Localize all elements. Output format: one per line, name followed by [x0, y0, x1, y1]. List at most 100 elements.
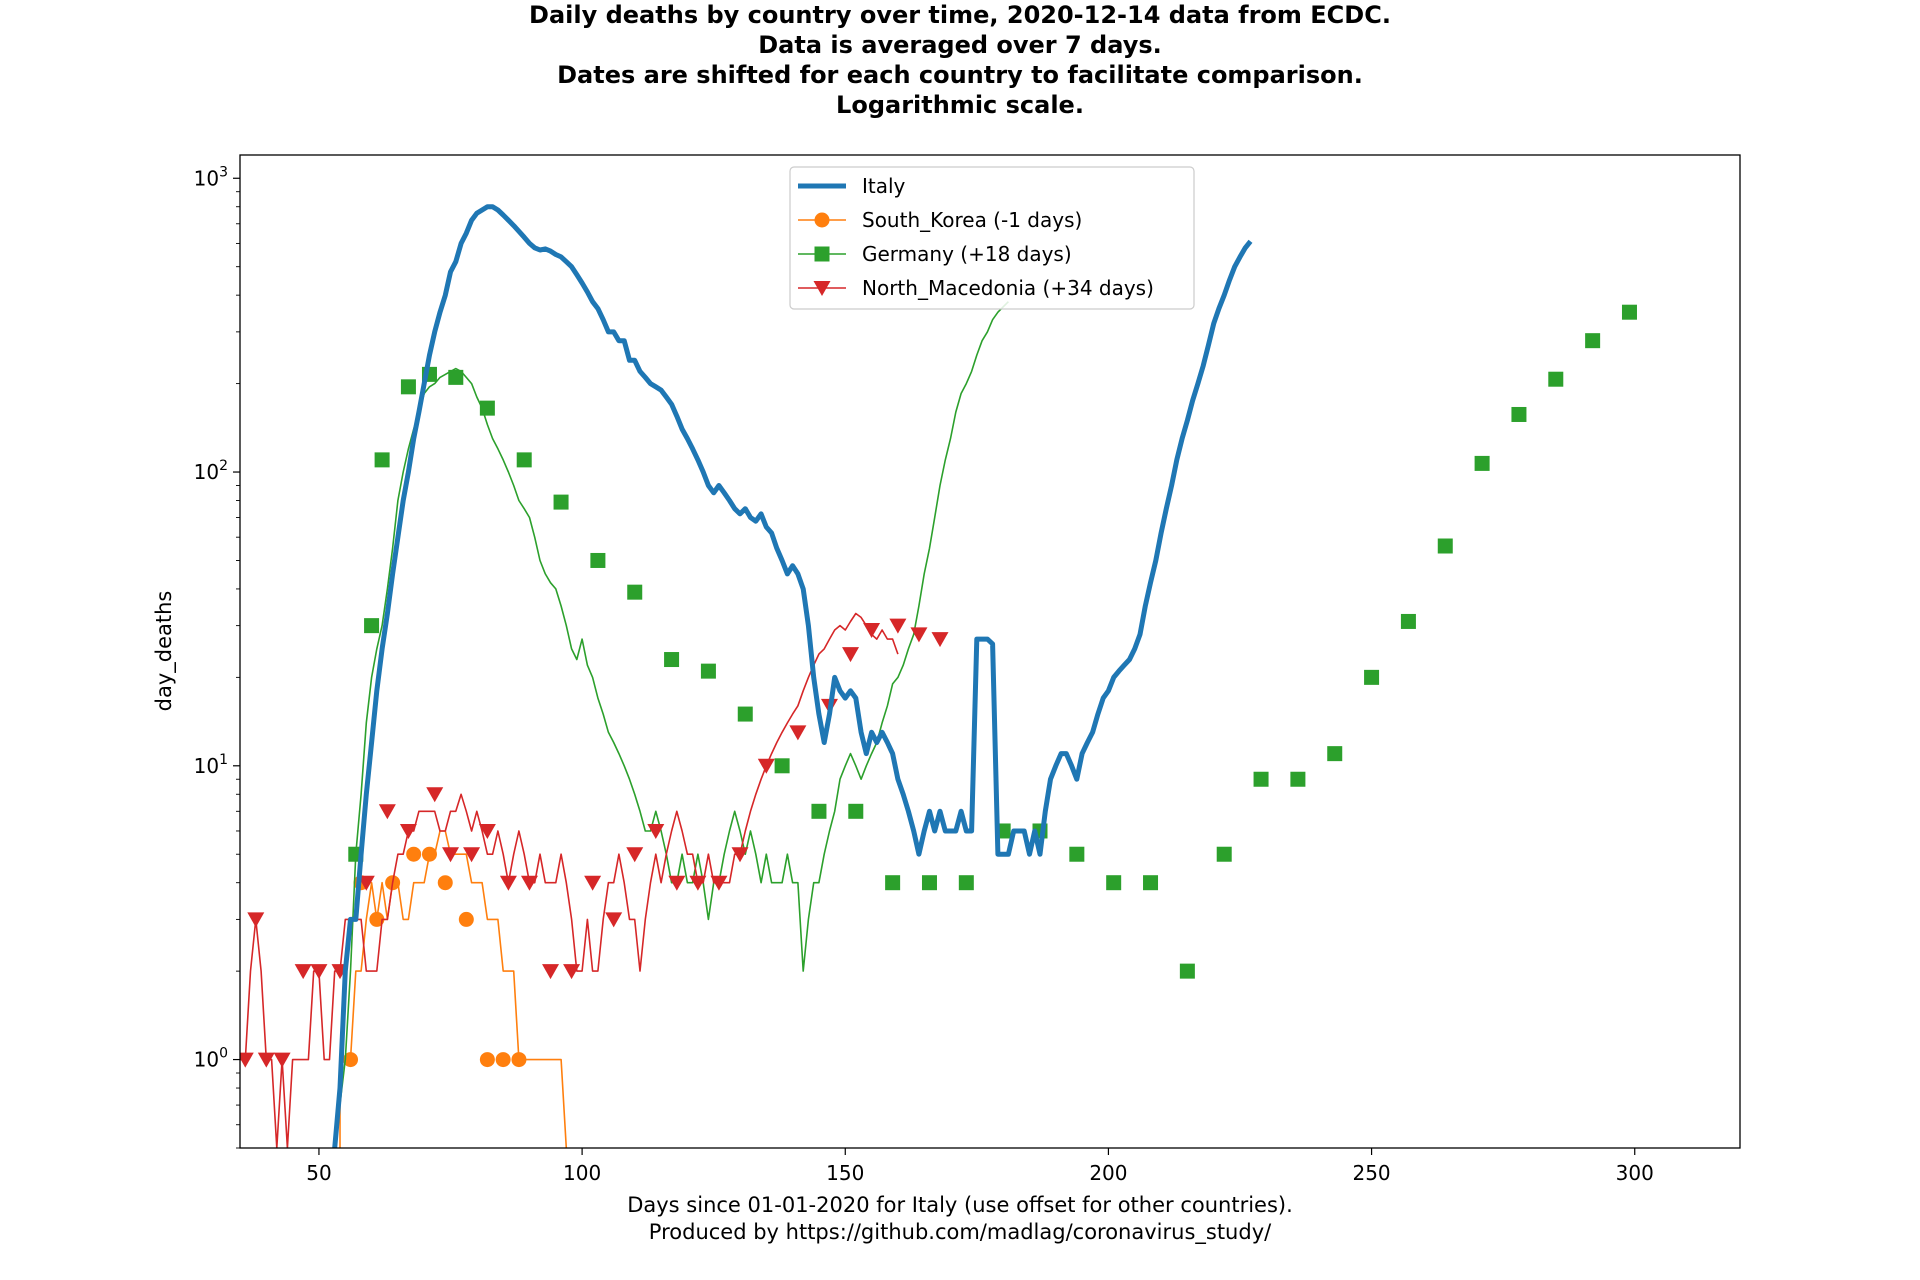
legend-label-italy: Italy: [862, 174, 906, 198]
data-point-germany-18-days-16: [848, 803, 864, 819]
data-point-germany-18-days-28: [1290, 771, 1306, 787]
y-axis: 100 101 102 103: [194, 164, 240, 1149]
y-tick-label-1: 100: [194, 1046, 228, 1072]
data-point-south-korea-1-days-9: [495, 1052, 511, 1068]
x-axis-label: Days since 01-01-2020 for Italy (use off…: [0, 1192, 1920, 1246]
y-tick-label-10: 101: [194, 752, 228, 778]
data-point-north-macedonia-34-days-15: [463, 847, 481, 863]
x-tick-label-100: 100: [563, 1161, 601, 1185]
data-point-north-macedonia-34-days-19: [542, 964, 560, 980]
data-point-north-macedonia-34-days-21: [584, 875, 602, 891]
data-point-germany-18-days-24: [1143, 875, 1159, 891]
x-axis: 50 100 150 200 250 300: [306, 1148, 1654, 1185]
data-point-south-korea-1-days-10: [511, 1052, 527, 1068]
data-point-north-macedonia-34-days-34: [889, 618, 907, 634]
title-line-3: Dates are shifted for each country to fa…: [557, 61, 1363, 89]
y-tick-label-100: 102: [194, 458, 228, 484]
data-point-north-macedonia-34-days-18: [520, 875, 538, 891]
data-point-north-macedonia-34-days-5: [257, 1052, 275, 1068]
data-point-north-macedonia-34-days-7: [294, 964, 312, 980]
data-point-germany-18-days-36: [1585, 333, 1601, 349]
data-point-north-macedonia-34-days-28: [731, 847, 749, 863]
data-point-germany-18-days-13: [737, 706, 753, 722]
data-point-north-macedonia-34-days-32: [842, 647, 860, 663]
series-germany-18-days: [333, 301, 1637, 1148]
data-point-germany-18-days-2: [374, 452, 390, 468]
data-point-germany-18-days-8: [553, 494, 569, 510]
x-tick-label-300: 300: [1616, 1161, 1654, 1185]
data-point-north-macedonia-34-days-1: [189, 964, 206, 979]
data-point-germany-18-days-37: [1621, 304, 1637, 320]
data-point-germany-18-days-19: [958, 875, 974, 891]
data-point-south-korea-1-days-2: [369, 911, 385, 927]
legend-marker-north-macedonia-34-days: [813, 281, 831, 296]
data-point-germany-18-days-27: [1253, 771, 1269, 787]
data-point-germany-18-days-14: [774, 758, 790, 774]
data-point-germany-18-days-31: [1400, 613, 1416, 629]
chart-title: Daily deaths by country over time, 2020-…: [0, 0, 1920, 120]
data-point-germany-18-days-29: [1327, 746, 1343, 762]
data-point-north-macedonia-34-days-22: [605, 912, 623, 928]
data-point-south-korea-1-days-8: [479, 1052, 495, 1068]
series-italy: [332, 204, 1253, 1148]
legend-entry-south-korea-1-days: South_Korea (-1 days): [798, 208, 1082, 232]
data-point-north-macedonia-34-days-30: [789, 725, 807, 741]
data-point-germany-18-days-35: [1548, 371, 1564, 387]
data-point-north-macedonia-34-days-26: [689, 875, 707, 891]
title-line-2: Data is averaged over 7 days.: [758, 31, 1162, 59]
data-point-germany-18-days-18: [921, 875, 937, 891]
data-point-north-macedonia-34-days-3: [240, 1052, 254, 1068]
y-axis-label: day_deaths: [152, 591, 177, 712]
data-point-germany-18-days-33: [1474, 455, 1490, 471]
data-point-south-korea-1-days-5: [421, 846, 437, 862]
data-point-south-korea-1-days-0: [343, 1052, 359, 1068]
legend-label-north-macedonia-34-days: North_Macedonia (+34 days): [862, 276, 1154, 300]
data-point-north-macedonia-34-days-8: [310, 964, 328, 980]
title-line-1: Daily deaths by country over time, 2020-…: [529, 1, 1391, 29]
data-point-north-macedonia-34-days-35: [910, 627, 928, 643]
data-point-germany-18-days-1: [364, 618, 380, 634]
x-tick-label-200: 200: [1089, 1161, 1127, 1185]
data-point-germany-18-days-34: [1511, 406, 1527, 422]
data-point-germany-18-days-26: [1216, 846, 1232, 862]
y-tick-label-1000: 103: [194, 164, 228, 190]
legend-marker-south-korea-1-days: [814, 212, 830, 228]
data-point-germany-18-days-30: [1364, 669, 1380, 685]
data-point-germany-18-days-25: [1179, 963, 1195, 979]
data-point-north-macedonia-34-days-16: [478, 823, 496, 839]
data-point-north-macedonia-34-days-6: [273, 1052, 291, 1068]
data-point-germany-18-days-23: [1106, 875, 1122, 891]
x-tick-label-250: 250: [1352, 1161, 1390, 1185]
data-point-south-korea-1-days-6: [437, 875, 453, 891]
x-tick-label-50: 50: [306, 1161, 331, 1185]
data-point-north-macedonia-34-days-20: [563, 964, 581, 980]
data-point-germany-18-days-10: [627, 584, 643, 600]
series-north-macedonia-34-days: [189, 612, 949, 1148]
data-point-germany-18-days-7: [516, 452, 532, 468]
legend-label-germany-18-days: Germany (+18 days): [862, 242, 1072, 266]
data-point-north-macedonia-34-days-27: [710, 875, 728, 891]
data-point-germany-18-days-3: [400, 379, 416, 395]
data-point-north-macedonia-34-days-29: [757, 758, 775, 774]
plot-frame: [239, 154, 1741, 1149]
data-point-germany-18-days-22: [1069, 846, 1085, 862]
data-point-north-macedonia-34-days-12: [399, 823, 417, 839]
x-axis-label-line-2: Produced by https://github.com/madlag/co…: [648, 1220, 1272, 1244]
data-point-germany-18-days-6: [479, 400, 495, 416]
data-point-germany-18-days-5: [448, 369, 464, 385]
legend-entry-italy: Italy: [798, 174, 906, 198]
legend-marker-germany-18-days: [814, 246, 830, 262]
data-point-south-korea-1-days-4: [406, 846, 422, 862]
legend: Italy South_Korea (-1 days) Germany (+18 d…: [789, 166, 1195, 310]
data-point-north-macedonia-34-days-24: [647, 823, 665, 839]
data-point-north-macedonia-34-days-4: [247, 912, 265, 928]
legend-label-south-korea-1-days: South_Korea (-1 days): [862, 208, 1082, 232]
data-point-north-macedonia-34-days-25: [668, 875, 686, 891]
data-point-north-macedonia-34-days-11: [378, 804, 396, 820]
series-layer: [189, 204, 1637, 1148]
data-point-north-macedonia-34-days-23: [626, 847, 644, 863]
legend-entry-germany-18-days: Germany (+18 days): [798, 242, 1072, 266]
x-axis-label-line-1: Days since 01-01-2020 for Italy (use off…: [627, 1193, 1293, 1217]
data-point-germany-18-days-9: [590, 552, 606, 568]
